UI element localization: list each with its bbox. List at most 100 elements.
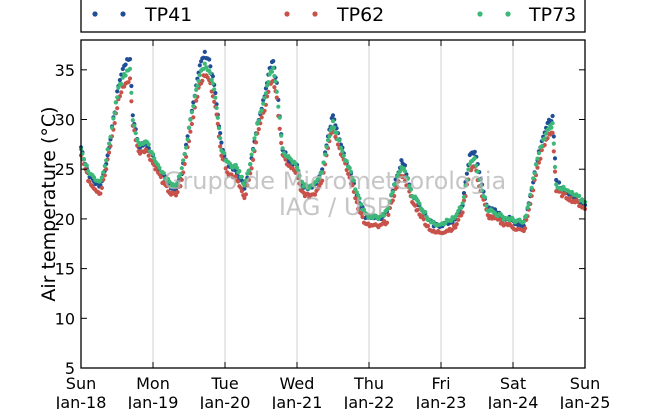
data-point [195, 83, 200, 88]
data-point [277, 115, 282, 120]
data-point [127, 66, 133, 71]
data-point [323, 152, 328, 157]
data-point [350, 183, 355, 188]
data-point [425, 223, 431, 228]
data-point [551, 141, 556, 146]
data-point [552, 156, 558, 161]
data-point [280, 146, 285, 151]
data-point [399, 158, 404, 163]
data-point [202, 61, 207, 66]
data-point [189, 121, 194, 127]
data-point [123, 73, 128, 78]
data-point [182, 161, 187, 167]
data-point [132, 123, 137, 128]
data-point [115, 89, 120, 94]
data-point [237, 169, 242, 174]
data-point [321, 160, 326, 165]
y-tick-label: 5 [65, 359, 75, 378]
x-tick-label-date: Jan-24 [487, 393, 539, 409]
x-tick-label-day: Wed [280, 374, 315, 393]
data-point [202, 49, 207, 55]
x-tick-label-date: Jan-21 [271, 393, 323, 409]
data-point [402, 178, 408, 183]
data-point [127, 76, 133, 81]
data-point [130, 118, 135, 123]
series-layer [78, 49, 588, 236]
y-tick-label: 30 [55, 111, 75, 130]
data-point [382, 213, 387, 218]
data-point [353, 196, 358, 201]
data-point [178, 171, 183, 177]
data-point [87, 179, 92, 184]
x-tick-label-day: Thu [353, 374, 384, 393]
x-tick-label-date: Jan-18 [55, 393, 107, 409]
legend: TP41 TP62 TP73 [80, 0, 586, 33]
y-tick-label: 35 [55, 61, 75, 80]
data-point [423, 209, 428, 215]
x-tick-label-date: Jan-23 [415, 393, 467, 409]
data-point [186, 125, 192, 130]
data-point [272, 85, 277, 90]
data-point [330, 119, 336, 124]
data-point [251, 147, 256, 152]
legend-entry-tp41: TP41 [92, 4, 192, 26]
y-tick-label: 15 [55, 260, 75, 279]
data-point [325, 138, 331, 143]
data-point [413, 203, 418, 208]
data-point [299, 179, 305, 184]
data-point [528, 192, 533, 197]
data-point [356, 193, 361, 198]
y-tick-label: 10 [55, 309, 75, 328]
data-point [320, 167, 325, 172]
x-tick-label-day: Sun [66, 374, 96, 393]
data-point [459, 205, 464, 210]
data-point [175, 181, 180, 186]
data-point [197, 73, 202, 78]
data-point [261, 101, 266, 106]
data-point [242, 195, 247, 201]
y-axis-label: Air temperature (°C) [38, 106, 60, 301]
data-point [218, 136, 223, 141]
data-point [348, 169, 354, 174]
data-point [357, 196, 362, 201]
data-point [449, 218, 454, 224]
data-point [523, 226, 528, 231]
plot-area [81, 40, 585, 368]
watermark-line-2: IAG / USP [279, 193, 391, 221]
data-point [212, 87, 217, 92]
data-point [454, 222, 459, 227]
data-point [521, 219, 526, 224]
data-point [181, 158, 186, 163]
data-point [354, 200, 359, 205]
data-point [99, 175, 104, 180]
data-point [214, 112, 219, 117]
data-point [347, 165, 352, 171]
data-point [454, 212, 459, 217]
data-point [130, 113, 135, 118]
data-point [218, 144, 223, 149]
data-point [98, 178, 103, 183]
axis-ticks [80, 40, 586, 369]
data-point [526, 202, 531, 207]
data-point [256, 127, 261, 132]
data-point [259, 108, 264, 113]
series-tp73 [78, 61, 588, 228]
data-point [249, 166, 254, 171]
data-point [191, 104, 196, 109]
data-point [219, 153, 224, 158]
data-point [197, 63, 202, 68]
data-point [194, 98, 199, 103]
data-point [304, 183, 309, 188]
data-point [359, 202, 364, 207]
data-point [108, 134, 113, 139]
data-point [208, 64, 213, 69]
data-point [533, 162, 539, 167]
data-point [269, 69, 275, 74]
data-point [213, 90, 218, 96]
data-point [460, 210, 465, 215]
data-point [185, 137, 190, 142]
data-point [210, 74, 215, 79]
data-point [408, 187, 413, 192]
data-point [550, 121, 555, 126]
